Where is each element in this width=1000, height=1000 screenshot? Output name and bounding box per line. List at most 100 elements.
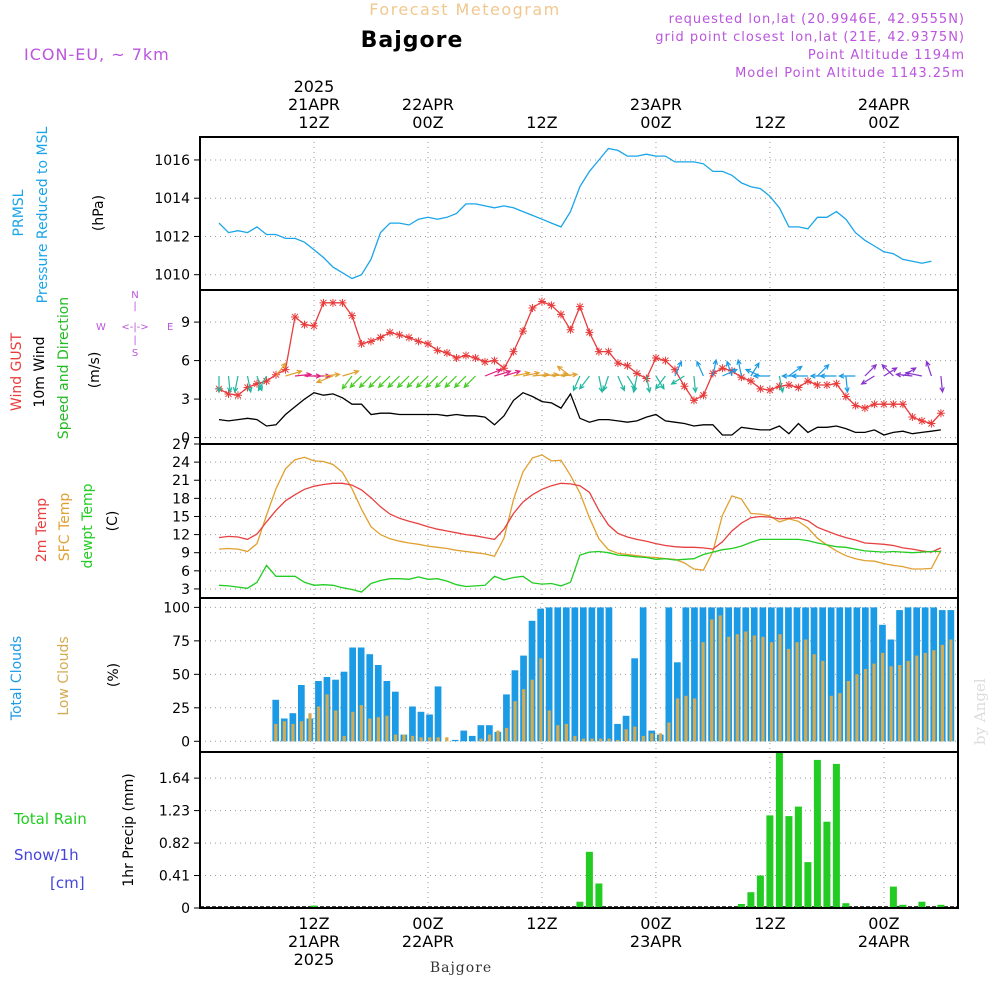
wind-direction-arrow xyxy=(572,375,581,392)
gust-marker xyxy=(423,339,432,348)
top-time-label: 00Z xyxy=(412,113,443,132)
gust-marker xyxy=(252,379,261,388)
compass-arrow: <-|-> xyxy=(121,322,148,333)
y-tick-label: 3 xyxy=(181,582,190,598)
bottom-time-label: 22APR xyxy=(402,932,454,951)
y-tick-label: 3 xyxy=(181,392,190,408)
wind-direction-arrow xyxy=(883,367,898,377)
rain-bar xyxy=(775,752,783,908)
gust-marker xyxy=(366,337,375,346)
footer-location: Bajgore xyxy=(430,960,492,976)
gust-marker xyxy=(860,404,869,413)
wind-direction-arrow xyxy=(816,363,830,377)
gust-marker xyxy=(822,380,831,389)
gust-marker xyxy=(271,370,280,379)
gust-marker xyxy=(281,365,290,374)
gust-marker xyxy=(357,339,366,348)
top-time-label: 00Z xyxy=(640,113,671,132)
wind-direction-arrow xyxy=(736,358,742,377)
total-cloud-bar xyxy=(374,665,382,742)
wind-direction-arrow xyxy=(377,375,391,389)
gust-marker xyxy=(224,389,233,398)
gust-marker xyxy=(395,330,404,339)
total-cloud-bar xyxy=(349,647,356,742)
y-tick-label: 0 xyxy=(181,901,190,917)
cloud-panel: 0 25 50 75 100 Total Clouds Low Clouds (%) xyxy=(9,597,959,753)
low-cloud-bar xyxy=(539,658,543,742)
low-cloud-bar xyxy=(402,734,406,742)
low-cloud-bar xyxy=(846,681,850,742)
rain-bar xyxy=(576,901,584,908)
top-time-label: 12Z xyxy=(754,113,785,132)
bottom-time-label: 21APR xyxy=(288,932,340,951)
gust-marker xyxy=(841,392,850,401)
low-cloud-bar xyxy=(291,723,295,742)
compass-bar-top: | xyxy=(133,301,136,312)
wind-direction-arrow xyxy=(790,373,808,379)
gust-marker xyxy=(632,369,641,378)
sfc-temp-line xyxy=(218,454,942,571)
gust-marker xyxy=(879,400,888,409)
low-cloud-bar xyxy=(684,695,688,742)
wind-direction-arrow xyxy=(341,375,353,390)
low-cloud-bar xyxy=(547,710,551,742)
top-time-label: 23APR xyxy=(630,95,682,114)
low-cloud-bar xyxy=(274,723,278,742)
total-cloud-bar xyxy=(426,714,433,742)
low-cloud-bar xyxy=(855,674,859,742)
low-cloud-bar xyxy=(411,735,415,742)
top-time-label: 12Z xyxy=(526,113,557,132)
wind-direction-arrow xyxy=(522,370,541,377)
gust-marker xyxy=(680,382,689,391)
wind-direction-arrow xyxy=(654,375,666,390)
gust-marker xyxy=(594,347,603,356)
gust-marker xyxy=(784,380,793,389)
cloud-unit: (%) xyxy=(106,663,122,687)
total-cloud-bar xyxy=(340,671,348,742)
dewpt-label: dewpt Temp xyxy=(80,483,96,568)
wind-direction-arrow xyxy=(246,375,253,394)
wind-direction-arrow xyxy=(692,375,698,394)
low-cloud-bar xyxy=(385,715,389,742)
rain-bar xyxy=(804,862,812,908)
gust-marker xyxy=(870,400,879,409)
gust-marker xyxy=(794,383,803,392)
requested-coords: requested lon,lat (20.9946E, 42.9555N) xyxy=(669,12,965,27)
gust-marker xyxy=(376,333,385,342)
y-tick-label: 0.82 xyxy=(159,836,190,852)
total-cloud-bar xyxy=(571,607,579,742)
gust-marker xyxy=(604,347,613,356)
low-cloud-bar xyxy=(667,722,671,742)
rain-bar xyxy=(937,904,945,908)
total-cloud-bar xyxy=(434,686,442,742)
sfc-temp-label: SFC Temp xyxy=(57,493,73,562)
wind-unit: (m/s) xyxy=(87,352,103,389)
wind-direction-arrow xyxy=(453,375,467,389)
total-cloud-bar xyxy=(836,607,844,742)
total-cloud-bar xyxy=(580,607,587,742)
low-cloud-bar xyxy=(599,738,603,742)
low-cloud-bar xyxy=(624,729,628,742)
wind-direction-arrow xyxy=(323,372,341,378)
y-tick-label: 1.23 xyxy=(159,804,190,820)
y-tick-label: 1014 xyxy=(154,191,190,207)
wind-direction-arrow xyxy=(484,368,503,377)
low-cloud-bar xyxy=(795,642,799,742)
total-cloud-bar xyxy=(486,725,493,742)
gust-marker xyxy=(775,382,784,391)
gust-line xyxy=(218,300,942,425)
gust-marker xyxy=(651,354,660,363)
low-cloud-bar xyxy=(505,727,509,742)
wind-direction-arrow xyxy=(494,369,512,377)
y-tick-label: 1012 xyxy=(154,229,190,245)
wind-direction-arrow xyxy=(315,375,334,384)
low-cloud-bar xyxy=(359,705,363,742)
point-altitude: Point Altitude 1194m xyxy=(808,48,965,63)
total-cloud-bar xyxy=(460,730,468,742)
chart-subtitle: Forecast Meteogram xyxy=(369,0,560,19)
compass-bar-bottom: | xyxy=(133,335,136,346)
total-cloud-bar xyxy=(468,735,476,742)
gust-marker xyxy=(765,386,774,395)
total-cloud-bar xyxy=(665,607,673,742)
